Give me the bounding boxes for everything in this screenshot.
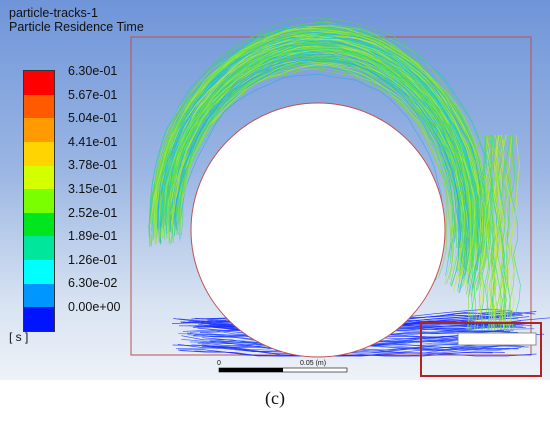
- particle-track: [504, 134, 520, 331]
- legend-swatch: [24, 141, 54, 166]
- legend-tick-label: 1.26e-01: [68, 252, 118, 267]
- particle-track: [509, 134, 518, 331]
- particle-track: [153, 28, 487, 301]
- particle-track: [490, 134, 507, 331]
- legend-tick-label: 4.41e-01: [68, 134, 118, 149]
- particle-track: [476, 134, 491, 331]
- particle-track: [489, 134, 503, 331]
- particle-track: [156, 39, 476, 291]
- legend-tick-label: 5.04e-01: [68, 111, 118, 126]
- particle-track: [473, 135, 494, 331]
- legend-tick-label: 0.00e+00: [68, 300, 121, 314]
- particle-track: [149, 23, 498, 238]
- particle-track: [209, 340, 537, 357]
- particle-track: [491, 134, 501, 331]
- legend-swatch: [24, 307, 54, 332]
- legend-swatch: [24, 71, 54, 95]
- scale-bar-fill: [219, 368, 283, 372]
- legend-tick-label: 3.15e-01: [68, 182, 118, 196]
- legend-swatch: [24, 236, 54, 261]
- legend-tick-label: 5.67e-01: [68, 87, 118, 102]
- legend-swatch: [24, 260, 54, 284]
- particle-track: [202, 344, 519, 357]
- particle-track: [156, 35, 479, 274]
- outlet-channel: [457, 332, 537, 346]
- legend-swatch: [24, 118, 54, 142]
- particle-track: [169, 50, 473, 242]
- inner-cylinder: [190, 102, 446, 358]
- figure-caption: (c): [265, 388, 285, 408]
- particle-track: [482, 134, 494, 331]
- particle-track: [180, 73, 445, 281]
- legend-swatch: [24, 189, 54, 213]
- plot-title: particle-tracks-1: [9, 6, 98, 20]
- particle-track: [161, 42, 473, 238]
- particle-track: [174, 57, 461, 235]
- color-legend-bar: [23, 70, 55, 332]
- particle-track: [467, 134, 481, 331]
- legend-unit-label: [ s ]: [9, 330, 29, 344]
- particle-track: [158, 28, 478, 250]
- particle-track: [484, 134, 497, 331]
- plot-subtitle: Particle Residence Time: [9, 20, 144, 34]
- particle-track: [150, 17, 498, 264]
- particle-track: [469, 134, 487, 331]
- particle-track: [484, 134, 496, 331]
- legend-tick-label: 6.30e-02: [68, 276, 118, 291]
- domain-canvas: 0 0.05 (m): [130, 17, 550, 377]
- particle-track: [174, 52, 464, 264]
- particle-track: [175, 69, 448, 279]
- particle-track: [152, 27, 491, 250]
- particle-track: [172, 49, 465, 284]
- legend-swatch: [24, 212, 54, 237]
- particle-track: [164, 37, 477, 246]
- legend-tick-label: 6.30e-01: [68, 64, 118, 78]
- particle-track: [179, 61, 454, 285]
- particle-track: [499, 134, 511, 331]
- legend-swatch: [24, 165, 54, 190]
- legend-tick-label: 2.52e-01: [68, 205, 118, 220]
- particle-track: [490, 134, 513, 331]
- legend-tick-label: 3.78e-01: [68, 158, 118, 173]
- particle-track: [499, 134, 513, 331]
- particle-track: [149, 26, 485, 254]
- particle-track: [510, 134, 521, 331]
- legend-swatch: [24, 283, 54, 308]
- particle-track: [150, 29, 484, 266]
- particle-track: [176, 67, 456, 280]
- highlight-box: [420, 322, 542, 377]
- particle-track: [471, 134, 487, 331]
- particle-track: [169, 47, 473, 251]
- particle-track: [160, 43, 478, 231]
- scale-bar-label: 0.05 (m): [300, 360, 326, 367]
- legend-swatch: [24, 94, 54, 119]
- legend-tick-label: 1.89e-01: [68, 229, 118, 244]
- particle-track: [497, 134, 512, 331]
- particle-track: [174, 60, 461, 248]
- graphics-viewport[interactable]: 0 0.05 (m) particle-tracks-1 Particle Res…: [0, 0, 550, 380]
- scale-bar-label: 0: [217, 360, 221, 367]
- particle-track: [505, 134, 515, 331]
- particle-track: [155, 30, 484, 263]
- particle-track: [157, 32, 482, 230]
